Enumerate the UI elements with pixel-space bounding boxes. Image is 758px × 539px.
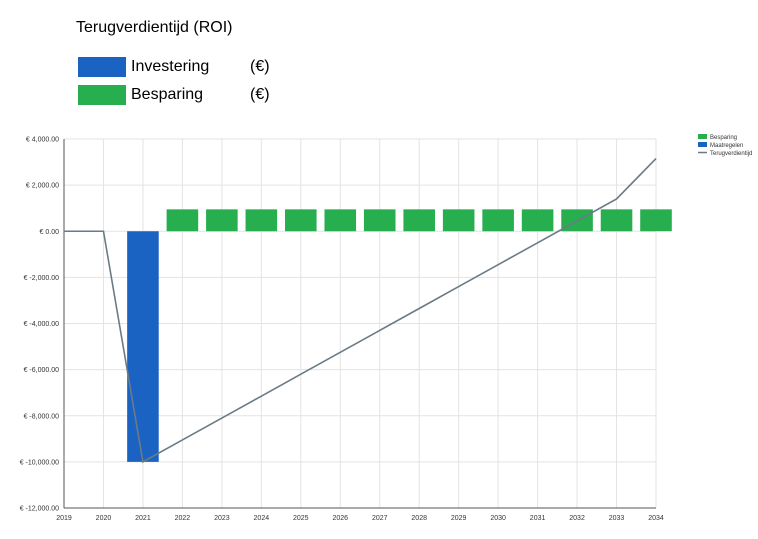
x-tick-label: 2025: [293, 515, 309, 522]
small-legend-swatch-besparing: [698, 134, 707, 139]
legend-label-besparing: Besparing: [131, 86, 204, 103]
bar-besparing: [166, 209, 199, 232]
x-tick-label: 2032: [569, 515, 585, 522]
x-tick-label: 2028: [411, 515, 427, 522]
y-tick-label: € -2,000.00: [24, 275, 60, 282]
bar-besparing: [363, 209, 396, 232]
x-tick-label: 2019: [56, 515, 72, 522]
x-tick-label: 2033: [609, 515, 625, 522]
y-tick-label: € -8,000.00: [24, 413, 60, 420]
legend-item-investering: Investering (€): [78, 56, 270, 78]
legend-swatch-besparing: [78, 85, 126, 105]
bar-besparing: [640, 209, 672, 232]
x-tick-label: 2020: [96, 515, 112, 522]
bar-besparing: [206, 209, 238, 232]
y-tick-label: € 2,000.00: [26, 183, 59, 190]
bar-besparing: [403, 209, 435, 232]
y-tick-label: € -6,000.00: [24, 367, 60, 374]
x-tick-label: 2027: [372, 515, 388, 522]
legend-item-besparing: Besparing (€): [78, 84, 270, 106]
x-tick-label: 2026: [332, 515, 348, 522]
bar-besparing: [285, 209, 317, 232]
y-tick-label: € 0.00: [40, 229, 60, 236]
y-tick-label: € -10,000.00: [20, 459, 59, 466]
legend-label-investering: Investering: [131, 58, 210, 75]
legend-unit-investering: (€): [250, 58, 270, 75]
bar-besparing: [521, 209, 554, 232]
x-tick-label: 2030: [490, 515, 506, 522]
bar-besparing: [482, 209, 514, 232]
y-tick-label: € -4,000.00: [24, 321, 60, 328]
y-tick-label: € 4,000.00: [26, 137, 59, 144]
x-tick-label: 2022: [175, 515, 191, 522]
x-tick-label: 2031: [530, 515, 546, 522]
bar-maatregelen: [127, 231, 159, 462]
x-tick-label: 2021: [135, 515, 151, 522]
bar-besparing: [324, 209, 357, 232]
bar-besparing: [245, 209, 278, 232]
small-legend-label-maatregelen: Maatregelen: [710, 143, 743, 149]
line-terugverdientijd: [64, 158, 657, 464]
chart-title: Terugverdientijd (ROI): [76, 19, 233, 36]
small-legend-label-besparing: Besparing: [710, 135, 737, 141]
x-tick-label: 2034: [648, 515, 664, 522]
x-tick-label: 2029: [451, 515, 467, 522]
x-tick-label: 2023: [214, 515, 230, 522]
small-legend-label-terugverdientijd: Terugverdientijd: [710, 151, 752, 157]
small-legend-swatch-maatregelen: [698, 142, 707, 147]
legend-unit-besparing: (€): [250, 86, 270, 103]
legend-swatch-investering: [78, 57, 126, 77]
bar-besparing: [600, 209, 633, 232]
x-tick-label: 2024: [254, 515, 270, 522]
y-tick-label: € -12,000.00: [20, 506, 59, 513]
bar-besparing: [442, 209, 475, 232]
